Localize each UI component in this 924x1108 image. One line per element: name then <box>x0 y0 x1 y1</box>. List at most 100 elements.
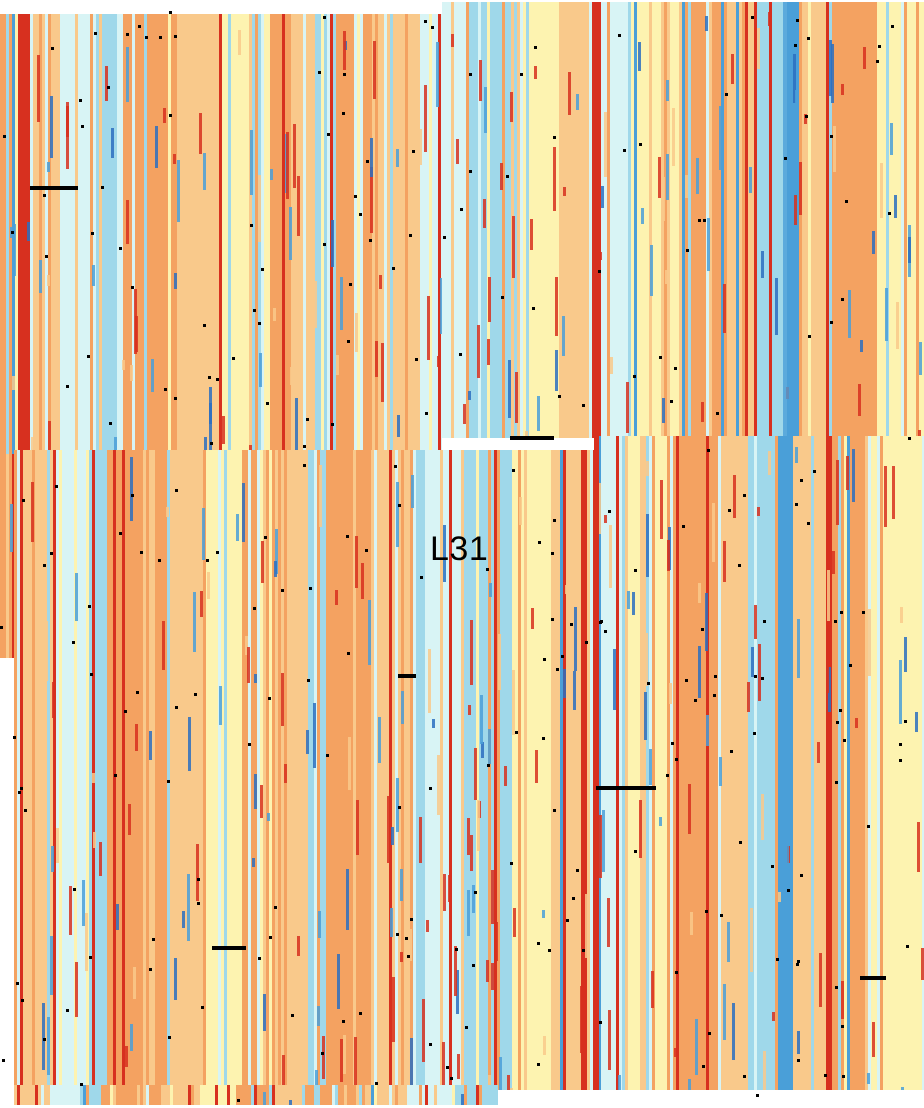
dropout-pixel <box>281 589 284 592</box>
dropout-pixel <box>197 878 200 881</box>
stripe <box>273 14 276 454</box>
stripe <box>108 14 111 454</box>
stripe <box>261 14 264 454</box>
dropout-pixel <box>585 641 588 644</box>
stripe <box>210 14 213 454</box>
dropout-pixel <box>109 422 112 425</box>
stripe <box>667 436 670 1090</box>
streak <box>733 475 736 518</box>
dropout-pixel <box>904 720 907 723</box>
streak <box>52 682 55 718</box>
stripe <box>3 454 6 658</box>
stripe <box>164 450 167 1090</box>
streak <box>47 162 50 172</box>
stripe <box>754 436 757 1090</box>
stripe <box>541 2 544 438</box>
dropout-pixel <box>800 479 803 482</box>
stripe <box>563 450 566 1090</box>
streak <box>392 977 395 1042</box>
dropout-pixel <box>343 73 346 76</box>
streak <box>487 339 490 365</box>
streak <box>199 113 202 154</box>
stripe <box>395 1085 398 1105</box>
stripe <box>86 1085 89 1105</box>
dropout-pixel <box>548 949 551 952</box>
dropout-pixels <box>0 11 911 1102</box>
streak <box>486 960 489 982</box>
streak <box>563 187 566 196</box>
stripe <box>518 450 521 1090</box>
streak <box>820 1065 823 1090</box>
stripe <box>290 450 293 1090</box>
streak <box>37 55 40 122</box>
stripe <box>20 450 23 1090</box>
streak <box>183 1002 186 1044</box>
streak <box>477 325 480 378</box>
streak <box>504 766 507 786</box>
stripe <box>913 436 916 1090</box>
dropout-pixel <box>836 721 839 724</box>
stripe <box>296 450 299 1090</box>
stripe <box>228 14 231 454</box>
stripe <box>116 450 119 1090</box>
dropout-pixel <box>520 73 523 76</box>
streak <box>247 647 250 683</box>
dropout-pixel <box>331 423 334 426</box>
stripe <box>89 1085 92 1105</box>
stripe <box>688 2 691 438</box>
stripe <box>26 1085 29 1105</box>
stripe <box>469 2 472 438</box>
dropout-pixel <box>409 234 412 237</box>
stripe <box>455 1085 458 1105</box>
stripe <box>664 436 667 1090</box>
dropout-pixel <box>136 691 139 694</box>
stripe <box>252 14 255 454</box>
dropout-pixel <box>808 335 811 338</box>
stripe <box>847 436 850 1090</box>
stripe <box>748 436 751 1090</box>
stripe <box>120 14 123 454</box>
stripe <box>622 436 625 1090</box>
streak <box>398 229 401 271</box>
stripe <box>464 1085 467 1105</box>
streak <box>92 265 95 286</box>
dropout-pixel <box>671 742 674 745</box>
stripe <box>835 2 838 438</box>
stripe <box>272 1085 275 1105</box>
stripe <box>706 436 709 1090</box>
stripe <box>772 2 775 438</box>
stripe <box>168 14 171 454</box>
stripe <box>119 1085 122 1105</box>
stripe <box>59 1085 62 1105</box>
streak <box>915 712 918 732</box>
stripe <box>113 1085 116 1105</box>
stripe <box>207 14 210 454</box>
dropout-pixel <box>164 388 167 391</box>
stripe <box>919 436 922 1090</box>
streak <box>751 647 754 677</box>
stripe <box>147 14 150 454</box>
stripe <box>323 450 326 1090</box>
stripe <box>291 14 294 454</box>
stripe <box>284 1085 287 1105</box>
mosaic-tile <box>14 450 598 1090</box>
stripe <box>272 450 275 1090</box>
stripe <box>56 450 59 1090</box>
stripe <box>490 2 493 438</box>
stripe <box>329 450 332 1090</box>
stripe <box>868 2 871 438</box>
streak <box>422 999 425 1062</box>
streak <box>649 749 652 785</box>
stripe <box>383 450 386 1090</box>
stripe <box>357 14 360 454</box>
dropout-pixel <box>248 743 251 746</box>
dropout-pixel <box>197 902 200 905</box>
streak <box>662 177 665 221</box>
streak <box>705 16 708 31</box>
streak <box>267 813 270 821</box>
stripe <box>95 450 98 1090</box>
dropout-pixel <box>754 675 757 678</box>
stripe <box>434 450 437 1090</box>
dropout-pixel <box>140 551 143 554</box>
dropout-dash <box>510 436 554 440</box>
